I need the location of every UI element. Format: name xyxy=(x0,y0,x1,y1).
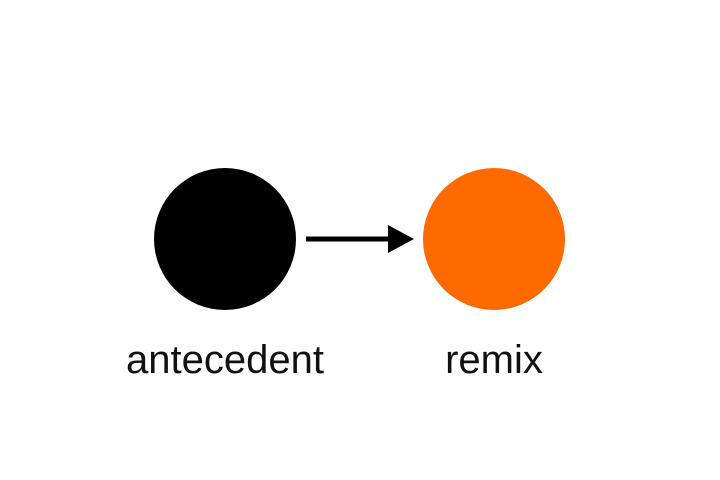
remix-circle xyxy=(423,168,565,310)
edge-antecedent-to-remix xyxy=(306,225,414,253)
arrow-head xyxy=(388,225,414,253)
antecedent-circle xyxy=(154,168,296,310)
node-remix: remix xyxy=(423,168,565,382)
antecedent-label: antecedent xyxy=(126,338,324,382)
node-antecedent: antecedent xyxy=(126,168,324,382)
remix-label: remix xyxy=(445,338,543,382)
